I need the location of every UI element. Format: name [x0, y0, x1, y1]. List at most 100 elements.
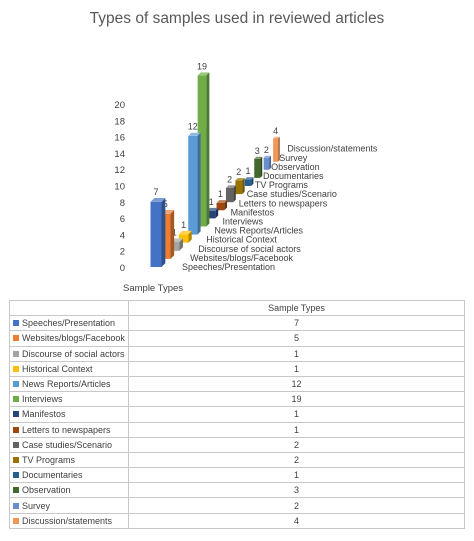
y-tick-label: 12 — [114, 165, 125, 176]
table-row: Letters to newspapers 1 — [9, 421, 465, 438]
table-value-cell: 1 — [128, 406, 465, 423]
bar-data-label: 12 — [188, 122, 198, 132]
x-axis-title: Sample Types — [123, 283, 183, 294]
table-category-cell: Letters to newspapers — [9, 421, 129, 438]
table-value-cell: 4 — [128, 512, 465, 529]
legend-swatch — [13, 335, 19, 342]
legend-label: Speeches/Presentation — [22, 318, 116, 329]
table-value-cell: 2 — [128, 451, 465, 469]
legend-label: TV Programs — [22, 454, 76, 465]
table-row: Websites/blogs/Facebook 5 — [9, 330, 465, 347]
category-label: Websites/blogs/Facebook — [190, 253, 293, 263]
table-row: Speeches/Presentation 7 — [9, 315, 465, 332]
bar-data-label: 1 — [218, 189, 223, 199]
table-category-cell: Historical Context — [9, 360, 129, 377]
table-category-cell: Documentaries — [9, 467, 129, 484]
category-label: Case studies/Scenario — [247, 189, 337, 199]
table-row: News Reports/Articles 12 — [9, 375, 465, 393]
bar — [235, 177, 245, 195]
chart-title: Types of samples used in reviewed articl… — [89, 10, 385, 27]
bar-data-label: 1 — [172, 228, 177, 238]
legend-swatch — [13, 502, 19, 509]
bar — [197, 72, 210, 227]
table-row: Survey 2 — [9, 497, 465, 514]
table-row: Documentaries 1 — [9, 467, 465, 484]
table-row: Discourse of social actors 1 — [9, 345, 465, 362]
table-category-cell: Websites/blogs/Facebook — [9, 330, 129, 347]
bar-data-label: 1 — [245, 166, 250, 176]
table-row: Interviews 19 — [9, 391, 465, 408]
legend-swatch — [13, 472, 19, 479]
category-label: Manifestos — [231, 207, 275, 217]
y-tick-label: 0 — [120, 263, 125, 274]
bars: 4231221119121157 — [150, 61, 280, 267]
bar-data-label: 1 — [209, 197, 214, 207]
legend-swatch — [13, 365, 19, 372]
bar — [178, 230, 192, 243]
table-row: Discussion/statements 4 — [9, 512, 465, 529]
table-value-cell: 19 — [128, 391, 465, 408]
table-category-cell: Discussion/statements — [9, 512, 129, 529]
data-table: Sample Types Speeches/Presentation 7 Websi… — [9, 299, 465, 529]
legend-label: Letters to newspapers — [22, 424, 111, 435]
legend-label: Websites/blogs/Facebook — [22, 333, 125, 344]
table-value-cell: 3 — [128, 482, 465, 499]
table-row: Manifestos 1 — [9, 406, 465, 423]
bar — [244, 177, 254, 186]
legend-swatch — [13, 320, 19, 327]
category-label: TV Programs — [255, 180, 309, 190]
legend-swatch — [13, 487, 19, 494]
y-tick-label: 10 — [114, 182, 125, 193]
bar-data-label: 4 — [273, 126, 278, 136]
category-label: Documentaries — [263, 171, 324, 181]
table-category-cell: Discourse of social actors — [9, 345, 129, 362]
bar-data-label: 7 — [153, 187, 158, 197]
bar — [254, 156, 263, 178]
category-label: Survey — [279, 153, 308, 163]
table-category-cell: Speeches/Presentation — [9, 315, 129, 332]
bar — [150, 198, 166, 267]
y-tick-label: 16 — [114, 133, 125, 144]
bar — [216, 200, 228, 211]
y-tick-label: 20 — [114, 100, 125, 111]
bar — [188, 132, 201, 235]
category-label: Historical Context — [206, 235, 277, 245]
legend-label: Survey — [22, 500, 51, 511]
legend-swatch — [13, 426, 19, 433]
legend-label: News Reports/Articles — [22, 379, 111, 390]
table-value-cell: 1 — [128, 467, 465, 484]
table-value-cell: 12 — [128, 375, 465, 393]
table-category-cell: Interviews — [9, 391, 129, 408]
legend-label: Case studies/Scenario — [22, 439, 113, 450]
legend-label: Manifestos — [22, 409, 66, 420]
table-value-cell: 5 — [128, 330, 465, 347]
table-value-cell: 7 — [128, 315, 465, 332]
table-row: Observation 3 — [9, 482, 465, 499]
table-category-cell: Survey — [9, 497, 129, 514]
table-header-row: Sample Types — [9, 299, 465, 317]
table-category-cell: Case studies/Scenario — [9, 436, 129, 453]
category-label: Observation — [271, 162, 320, 172]
legend-label: Discourse of social actors — [22, 348, 125, 359]
bar-data-label: 3 — [255, 146, 260, 156]
category-label: Discussion/statements — [287, 144, 378, 154]
category-label: News Reports/Articles — [214, 226, 303, 236]
y-tick-label: 14 — [114, 149, 125, 160]
category-label: Interviews — [223, 217, 264, 227]
bar-data-label: 1 — [181, 220, 186, 230]
category-label: Discourse of social actors — [198, 244, 301, 254]
bar-data-label: 2 — [227, 174, 232, 184]
table-corner-cell — [9, 299, 129, 317]
bar-data-label: 2 — [236, 167, 241, 177]
legend-swatch — [13, 381, 19, 388]
bar — [225, 185, 236, 203]
y-tick-label: 6 — [120, 214, 125, 225]
table-row: Case studies/Scenario 2 — [9, 436, 465, 453]
bar-data-label: 19 — [197, 61, 207, 71]
legend-label: Historical Context — [22, 363, 93, 374]
table-series-header: Sample Types — [128, 299, 465, 317]
table-category-cell: Observation — [9, 482, 129, 499]
table-category-cell: Manifestos — [9, 406, 129, 423]
bar — [273, 136, 280, 162]
